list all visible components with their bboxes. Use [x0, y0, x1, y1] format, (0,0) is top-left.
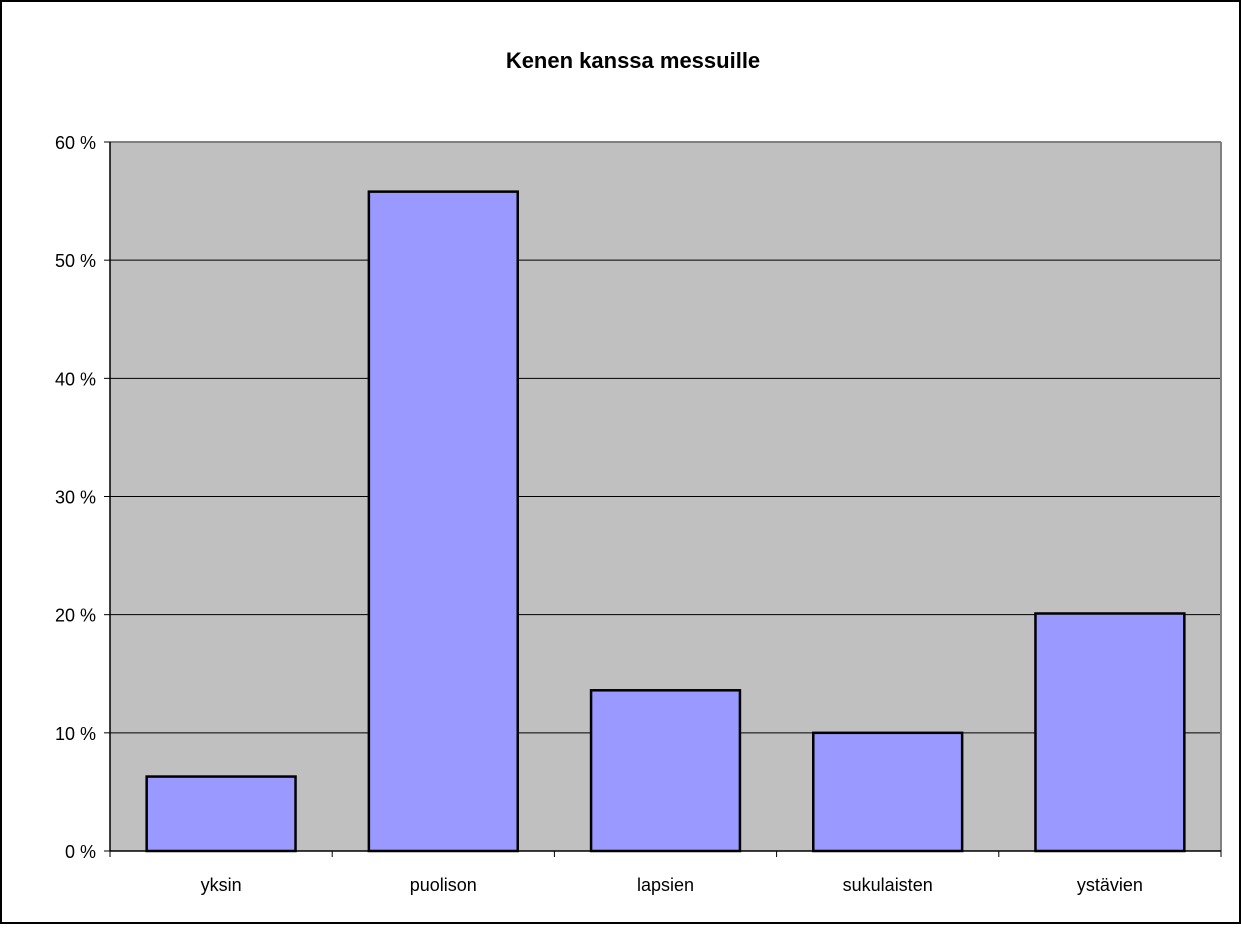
y-tick-label: 30 %	[55, 488, 96, 508]
y-tick-label: 40 %	[55, 369, 96, 389]
y-tick-label: 20 %	[55, 606, 96, 626]
y-tick-label: 50 %	[55, 251, 96, 271]
chart-title: Kenen kanssa messuille	[506, 48, 760, 73]
y-tick-label: 60 %	[55, 133, 96, 153]
x-tick-label: lapsien	[637, 875, 694, 895]
bar-lapsien	[589, 689, 742, 853]
x-tick-label: sukulaisten	[843, 875, 933, 895]
bar-yksin	[145, 775, 297, 853]
x-tick-label: puolison	[410, 875, 477, 895]
y-tick-label: 0 %	[65, 842, 96, 862]
bar-sukulaisten	[812, 731, 964, 853]
x-tick-label: yksin	[201, 875, 242, 895]
y-tick-label: 10 %	[55, 724, 96, 744]
bar-puolison	[367, 190, 519, 853]
x-tick-label: ystävien	[1077, 875, 1143, 895]
bar-ystävien	[1034, 612, 1186, 853]
